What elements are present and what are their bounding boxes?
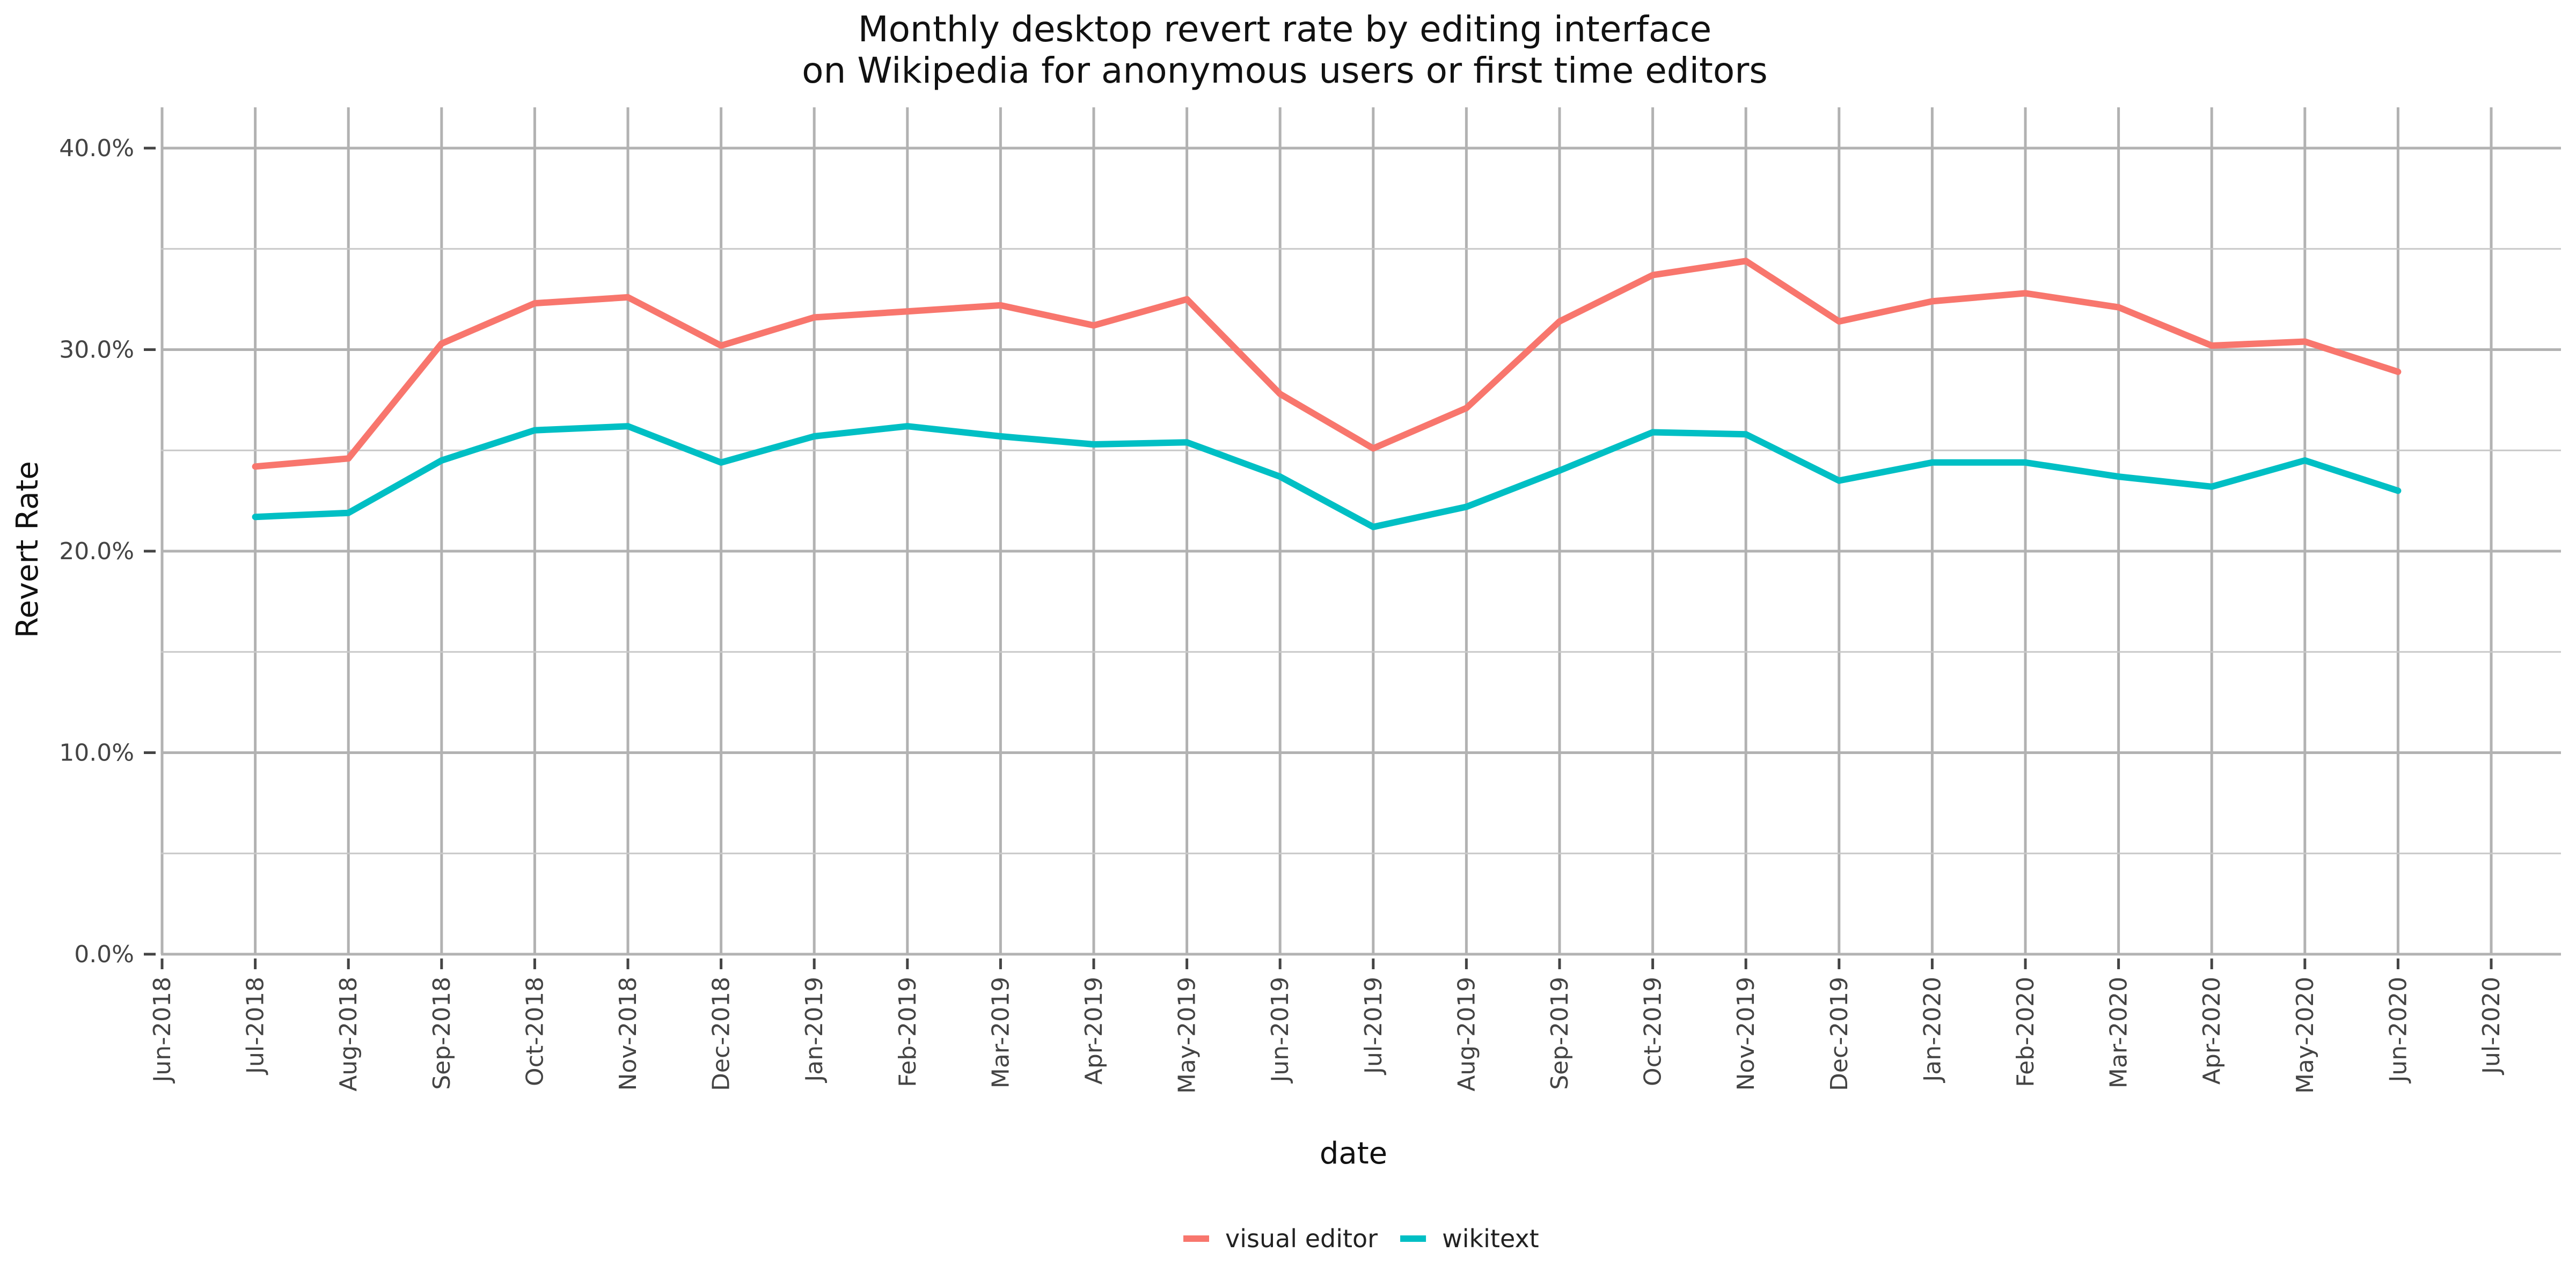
y-tick-label-40-0: 40.0%: [59, 135, 134, 162]
x-axis-title: date: [1320, 1136, 1387, 1171]
x-tick-label-aug-2018: Aug-2018: [335, 977, 362, 1092]
x-tick-label-oct-2018: Oct-2018: [521, 977, 548, 1086]
x-tick-label-dec-2018: Dec-2018: [708, 977, 735, 1091]
x-tick-label-mar-2020: Mar-2020: [2105, 977, 2133, 1088]
x-tick-label-jun-2020: Jun-2020: [2384, 977, 2412, 1084]
legend-label-visual-editor: visual editor: [1225, 1224, 1378, 1253]
y-tick-label-0-0: 0.0%: [74, 941, 134, 968]
x-tick-label-sep-2019: Sep-2019: [1546, 977, 1574, 1090]
y-tick-label-30-0: 30.0%: [59, 336, 134, 364]
x-tick-label-jan-2020: Jan-2020: [1919, 977, 1946, 1084]
x-tick-label-nov-2019: Nov-2019: [1732, 977, 1760, 1091]
x-tick-label-apr-2020: Apr-2020: [2198, 977, 2226, 1085]
x-axis-ticks: Jun-2018 Jul-2018 Aug-2018 Sep-2018 Oct-2018…: [149, 958, 2505, 1094]
x-tick-label-jun-2018: Jun-2018: [149, 977, 176, 1084]
chart-title-line-1: Monthly desktop revert rate by editing i…: [858, 9, 1712, 50]
x-tick-label-feb-2020: Feb-2020: [2012, 977, 2039, 1087]
x-tick-label-dec-2019: Dec-2019: [1826, 977, 1853, 1091]
y-axis-title: Revert Rate: [10, 461, 45, 638]
x-tick-label-may-2019: May-2019: [1174, 977, 1201, 1094]
series-line-wikitext: [252, 423, 2402, 530]
x-tick-label-nov-2018: Nov-2018: [614, 977, 642, 1091]
x-tick-label-aug-2019: Aug-2019: [1453, 977, 1480, 1092]
x-tick-label-jul-2018: Jul-2018: [242, 977, 269, 1075]
y-tick-label-10-0: 10.0%: [59, 740, 134, 767]
grid: [160, 107, 2561, 956]
series-line-visual-editor: [252, 258, 2402, 470]
x-tick-label-mar-2019: Mar-2019: [987, 977, 1014, 1088]
x-tick-label-jul-2019: Jul-2019: [1360, 977, 1387, 1075]
x-tick-label-may-2020: May-2020: [2292, 977, 2319, 1094]
chart-title-line-2: on Wikipedia for anonymous users or firs…: [802, 50, 1768, 91]
x-tick-label-jan-2019: Jan-2019: [801, 977, 828, 1084]
x-tick-label-feb-2019: Feb-2019: [894, 977, 921, 1087]
legend: visual editor wikitext: [1183, 1224, 1539, 1253]
legend-label-wikitext: wikitext: [1442, 1224, 1539, 1253]
x-tick-label-jul-2020: Jul-2020: [2478, 977, 2505, 1075]
x-tick-label-jun-2019: Jun-2019: [1267, 977, 1294, 1084]
y-axis-ticks: 0.0% 10.0% 20.0% 30.0% 40.0%: [59, 135, 156, 968]
x-tick-label-sep-2018: Sep-2018: [428, 977, 456, 1090]
y-tick-label-20-0: 20.0%: [59, 538, 134, 565]
chart-title: Monthly desktop revert rate by editing i…: [802, 9, 1768, 91]
x-tick-label-oct-2019: Oct-2019: [1640, 977, 1667, 1086]
x-tick-label-apr-2019: Apr-2019: [1080, 977, 1108, 1085]
series-lines: [252, 258, 2402, 530]
